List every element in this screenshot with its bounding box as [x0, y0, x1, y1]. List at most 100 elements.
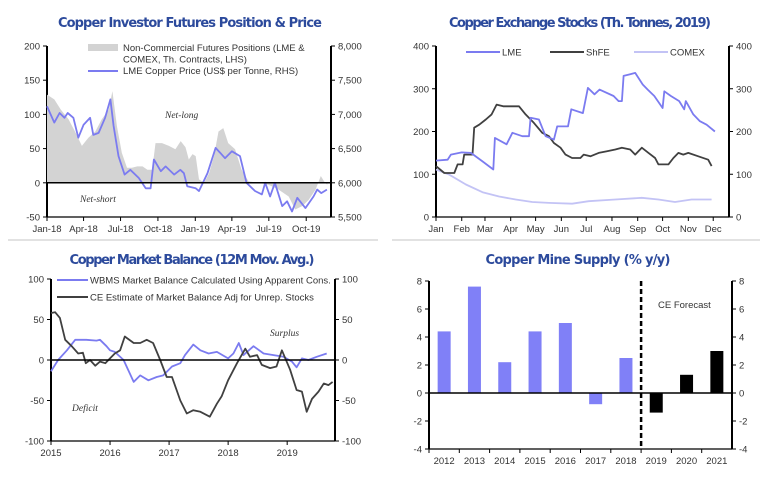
x-tick-label: 2015 [524, 456, 545, 467]
y-left-tick-label: 0 [424, 213, 429, 224]
y-right-tick-label: -50 [342, 396, 356, 407]
x-tick-label: Jul [580, 224, 592, 235]
y-right-tick-label: 7,000 [338, 110, 362, 121]
series-line-lme [46, 98, 328, 213]
x-tick-label: Mar [477, 224, 493, 235]
y-left-tick-label: -2 [414, 417, 422, 428]
x-tick-label: Jul-18 [108, 224, 134, 235]
x-tick-label: 2016 [555, 456, 576, 467]
x-tick-label: Apr-19 [218, 224, 247, 235]
chart-title-futures: Copper Investor Futures Position & Price [58, 16, 322, 31]
y-right-tick-label: 4 [739, 333, 744, 344]
y-left-tick-label: 2 [417, 361, 422, 372]
x-tick-label: Oct-18 [144, 224, 173, 235]
legend-swatch-futures-positions [88, 44, 118, 51]
y-left-tick-label: -4 [414, 445, 422, 456]
x-tick-label: 2021 [706, 456, 727, 467]
chart-title-mine-supply: Copper Mine Supply (% y/y) [486, 253, 671, 268]
x-tick-label: Jan-19 [181, 224, 210, 235]
legend-label-futures-positions: Non-Commercial Futures Positions (LME & C… [123, 43, 305, 66]
annotation-surplus: Surplus [270, 329, 299, 339]
y-left-tick-label: 150 [24, 76, 40, 87]
bar-2019 [649, 393, 663, 413]
bar-2012 [437, 331, 451, 393]
y-right-tick-label: 6 [739, 305, 744, 316]
y-right-tick-label: 0 [342, 356, 347, 367]
y-right-tick-label: 7,500 [338, 76, 362, 87]
chart-title-stocks: Copper Exchange Stocks (Th. Tonnes, 2019… [449, 16, 711, 31]
x-tick-label: 2020 [676, 456, 697, 467]
y-right-tick-label: -2 [739, 417, 747, 428]
y-right-tick-label: 300 [736, 84, 752, 95]
y-left-tick-label: 100 [24, 110, 40, 121]
y-right-tick-label: 100 [736, 170, 752, 181]
y-right-tick-label: 0 [736, 213, 741, 224]
annotation-net-short: Net-short [79, 195, 116, 205]
y-left-tick-label: -100 [25, 437, 44, 448]
y-right-tick-label: 100 [342, 275, 358, 286]
y-right-tick-label: 8,000 [338, 42, 362, 53]
x-tick-label: Oct [655, 224, 670, 235]
y-right-tick-label: 6,000 [338, 178, 362, 189]
y-right-tick-label: -100 [342, 437, 361, 448]
legend-label-lme: LME [502, 48, 522, 59]
series-line-lme [435, 72, 716, 171]
series-line-shfe [435, 103, 713, 174]
y-left-tick-label: 6 [417, 305, 422, 316]
x-tick-label: May [527, 224, 545, 235]
bar-2020 [680, 374, 694, 393]
chart-title-balance: Copper Market Balance (12M Mov. Avg.) [70, 253, 315, 268]
x-tick-label: 2012 [434, 456, 455, 467]
legend-label-shfe: ShFE [586, 48, 610, 59]
x-tick-label: Jul-19 [256, 224, 282, 235]
bar-2018 [619, 358, 633, 393]
y-left-tick-label: -50 [26, 213, 40, 224]
y-left-tick-label: 4 [417, 333, 422, 344]
x-tick-label: 2018 [615, 456, 636, 467]
y-left-tick-label: 200 [413, 127, 429, 138]
y-left-tick-label: 100 [28, 275, 44, 286]
x-tick-label: Sep [629, 224, 646, 235]
bar-2017 [589, 393, 603, 405]
series-line-ce [50, 311, 334, 418]
series-area-futures-positions [47, 91, 328, 210]
y-left-tick-label: 0 [417, 389, 422, 400]
y-right-tick-label: 6,500 [338, 144, 362, 155]
y-right-tick-label: 200 [736, 127, 752, 138]
x-tick-label: 2019 [277, 448, 298, 459]
x-tick-label: 2015 [40, 448, 61, 459]
y-right-tick-label: 400 [736, 42, 752, 53]
x-tick-label: Jun [554, 224, 569, 235]
x-tick-label: Apr-18 [69, 224, 98, 235]
x-tick-label: 2013 [464, 456, 485, 467]
y-left-tick-label: 50 [33, 315, 44, 326]
x-tick-label: Aug [604, 224, 621, 235]
series-line-wbms [50, 338, 327, 383]
x-tick-label: Oct-19 [292, 224, 321, 235]
x-tick-label: 2017 [159, 448, 180, 459]
y-left-tick-label: 200 [24, 42, 40, 53]
x-tick-label: Feb [454, 224, 470, 235]
y-left-tick-label: 100 [413, 170, 429, 181]
legend-label-wbms: WBMS Market Balance Calculated Using App… [90, 276, 331, 287]
y-right-tick-label: 0 [739, 389, 744, 400]
legend-label-lme-price: LME Copper Price (US$ per Tonne, RHS) [123, 66, 298, 77]
legend-label-comex: COMEX [670, 48, 706, 59]
y-left-tick-label: 0 [39, 356, 44, 367]
y-right-tick-label: 5,500 [338, 213, 362, 224]
legend-label-ce-estimate: CE Estimate of Market Balance Adj for Un… [90, 293, 314, 304]
bar-2013 [467, 286, 481, 393]
x-tick-label: 2016 [99, 448, 120, 459]
y-right-tick-label: 2 [739, 361, 744, 372]
y-right-tick-label: 50 [342, 315, 353, 326]
x-tick-label: 2018 [218, 448, 239, 459]
bar-2014 [498, 362, 512, 393]
bar-2016 [558, 323, 572, 393]
x-tick-label: 2017 [585, 456, 606, 467]
y-left-tick-label: 400 [413, 42, 429, 53]
x-tick-label: Jan [428, 224, 443, 235]
x-tick-label: Nov [680, 224, 697, 235]
series-line-comex [435, 168, 712, 205]
annotation-ce-forecast: CE Forecast [658, 300, 711, 311]
